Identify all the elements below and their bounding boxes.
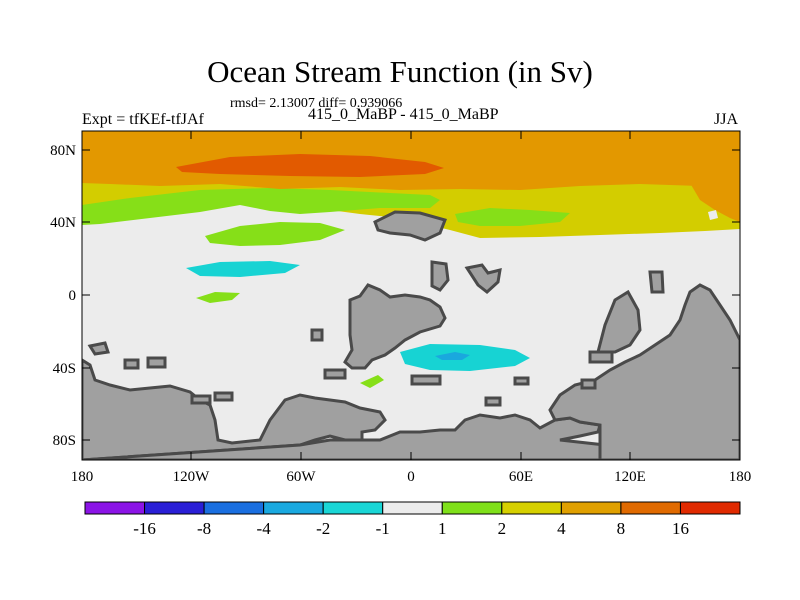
land-arabia bbox=[430, 260, 450, 292]
lat-tick-label: 0 bbox=[69, 288, 77, 304]
colorbar-swatch bbox=[203, 501, 265, 515]
land-india bbox=[464, 263, 502, 294]
lon-tick-label: 0 bbox=[407, 469, 415, 485]
land-australia bbox=[596, 289, 642, 354]
land-island-b bbox=[588, 350, 614, 364]
season-label: JJA bbox=[714, 111, 739, 128]
lon-tick-label: 180 bbox=[71, 469, 94, 485]
colorbar-label: 1 bbox=[438, 519, 447, 538]
colorbar-swatch bbox=[441, 501, 503, 515]
land-island-l bbox=[580, 378, 597, 390]
green-contour-patch bbox=[196, 292, 240, 303]
land-southeast-asia bbox=[648, 270, 665, 294]
colorbar-label: 4 bbox=[557, 519, 566, 538]
land-island-k bbox=[484, 396, 502, 407]
lat-tick-label: 40S bbox=[53, 361, 76, 377]
colorbar-label: 8 bbox=[617, 519, 626, 538]
lat-tick-label: 40N bbox=[50, 215, 76, 231]
land-island-f bbox=[190, 394, 212, 405]
colorbar-swatch bbox=[679, 501, 741, 515]
colorbar-label: -2 bbox=[316, 519, 330, 538]
lat-tick-label: 80S bbox=[53, 433, 76, 449]
colorbar-label: -4 bbox=[257, 519, 272, 538]
map-field bbox=[82, 131, 740, 460]
colorbar-swatch bbox=[263, 501, 324, 515]
colorbar-label: 2 bbox=[498, 519, 507, 538]
orange-contour-patch bbox=[690, 180, 740, 222]
land-island-g bbox=[213, 391, 234, 402]
green-contour-patch bbox=[455, 208, 570, 226]
latitude-axis bbox=[82, 149, 740, 441]
green-contour-patch bbox=[360, 375, 384, 388]
lon-tick-label: 60E bbox=[509, 469, 533, 485]
colorbar-swatch bbox=[382, 501, 443, 515]
north-atlantic-neutral-patch bbox=[708, 210, 718, 220]
land-australia-south bbox=[548, 283, 740, 460]
land-island-j bbox=[513, 376, 530, 386]
run-comparison-label: 415_0_MaBP - 415_0_MaBP bbox=[308, 106, 499, 123]
light-blue-contour-core bbox=[435, 352, 470, 360]
colorbar-swatch bbox=[620, 501, 681, 515]
green-contour-patch bbox=[205, 222, 345, 246]
colorbar-label: -1 bbox=[376, 519, 390, 538]
colorbar-label: -8 bbox=[197, 519, 211, 538]
colorbar-swatch bbox=[84, 501, 146, 515]
land-island-a bbox=[310, 328, 324, 342]
lon-tick-label: 180 bbox=[729, 469, 752, 485]
colorbar-swatch bbox=[144, 501, 205, 515]
cyan-contour-cell bbox=[186, 261, 300, 277]
land-island-h bbox=[323, 368, 347, 380]
lon-tick-label: 120E bbox=[614, 469, 646, 485]
experiment-label: Expt = tfKEf-tfJAf bbox=[82, 111, 204, 128]
dark-orange-contour-core bbox=[176, 154, 444, 177]
colorbar-swatch bbox=[560, 501, 622, 515]
land-island-e bbox=[146, 356, 167, 369]
colorbar: -16 -8 -4 -2 -1 1 2 4 8 16 bbox=[84, 501, 741, 538]
longitude-axis bbox=[190, 131, 631, 460]
lon-tick-label: 60W bbox=[286, 469, 316, 485]
land-africa bbox=[343, 283, 447, 370]
lon-tick-label: 120W bbox=[173, 469, 211, 485]
colorbar-swatch bbox=[501, 501, 562, 515]
green-contour-band bbox=[82, 188, 440, 225]
plot-title: Ocean Stream Function (in Sv) bbox=[207, 54, 593, 89]
land-europe bbox=[373, 210, 447, 242]
lat-tick-label: 80N bbox=[50, 143, 76, 159]
colorbar-swatch bbox=[322, 501, 384, 515]
colorbar-label: 16 bbox=[672, 519, 689, 538]
colorbar-label: -16 bbox=[133, 519, 156, 538]
land-mask bbox=[82, 210, 740, 460]
land-island-i bbox=[410, 374, 442, 386]
land-island-c bbox=[87, 341, 110, 356]
rmsd-diff-stats: rmsd= 2.13007 diff= 0.939066 bbox=[230, 96, 403, 111]
land-island-d bbox=[123, 358, 140, 370]
